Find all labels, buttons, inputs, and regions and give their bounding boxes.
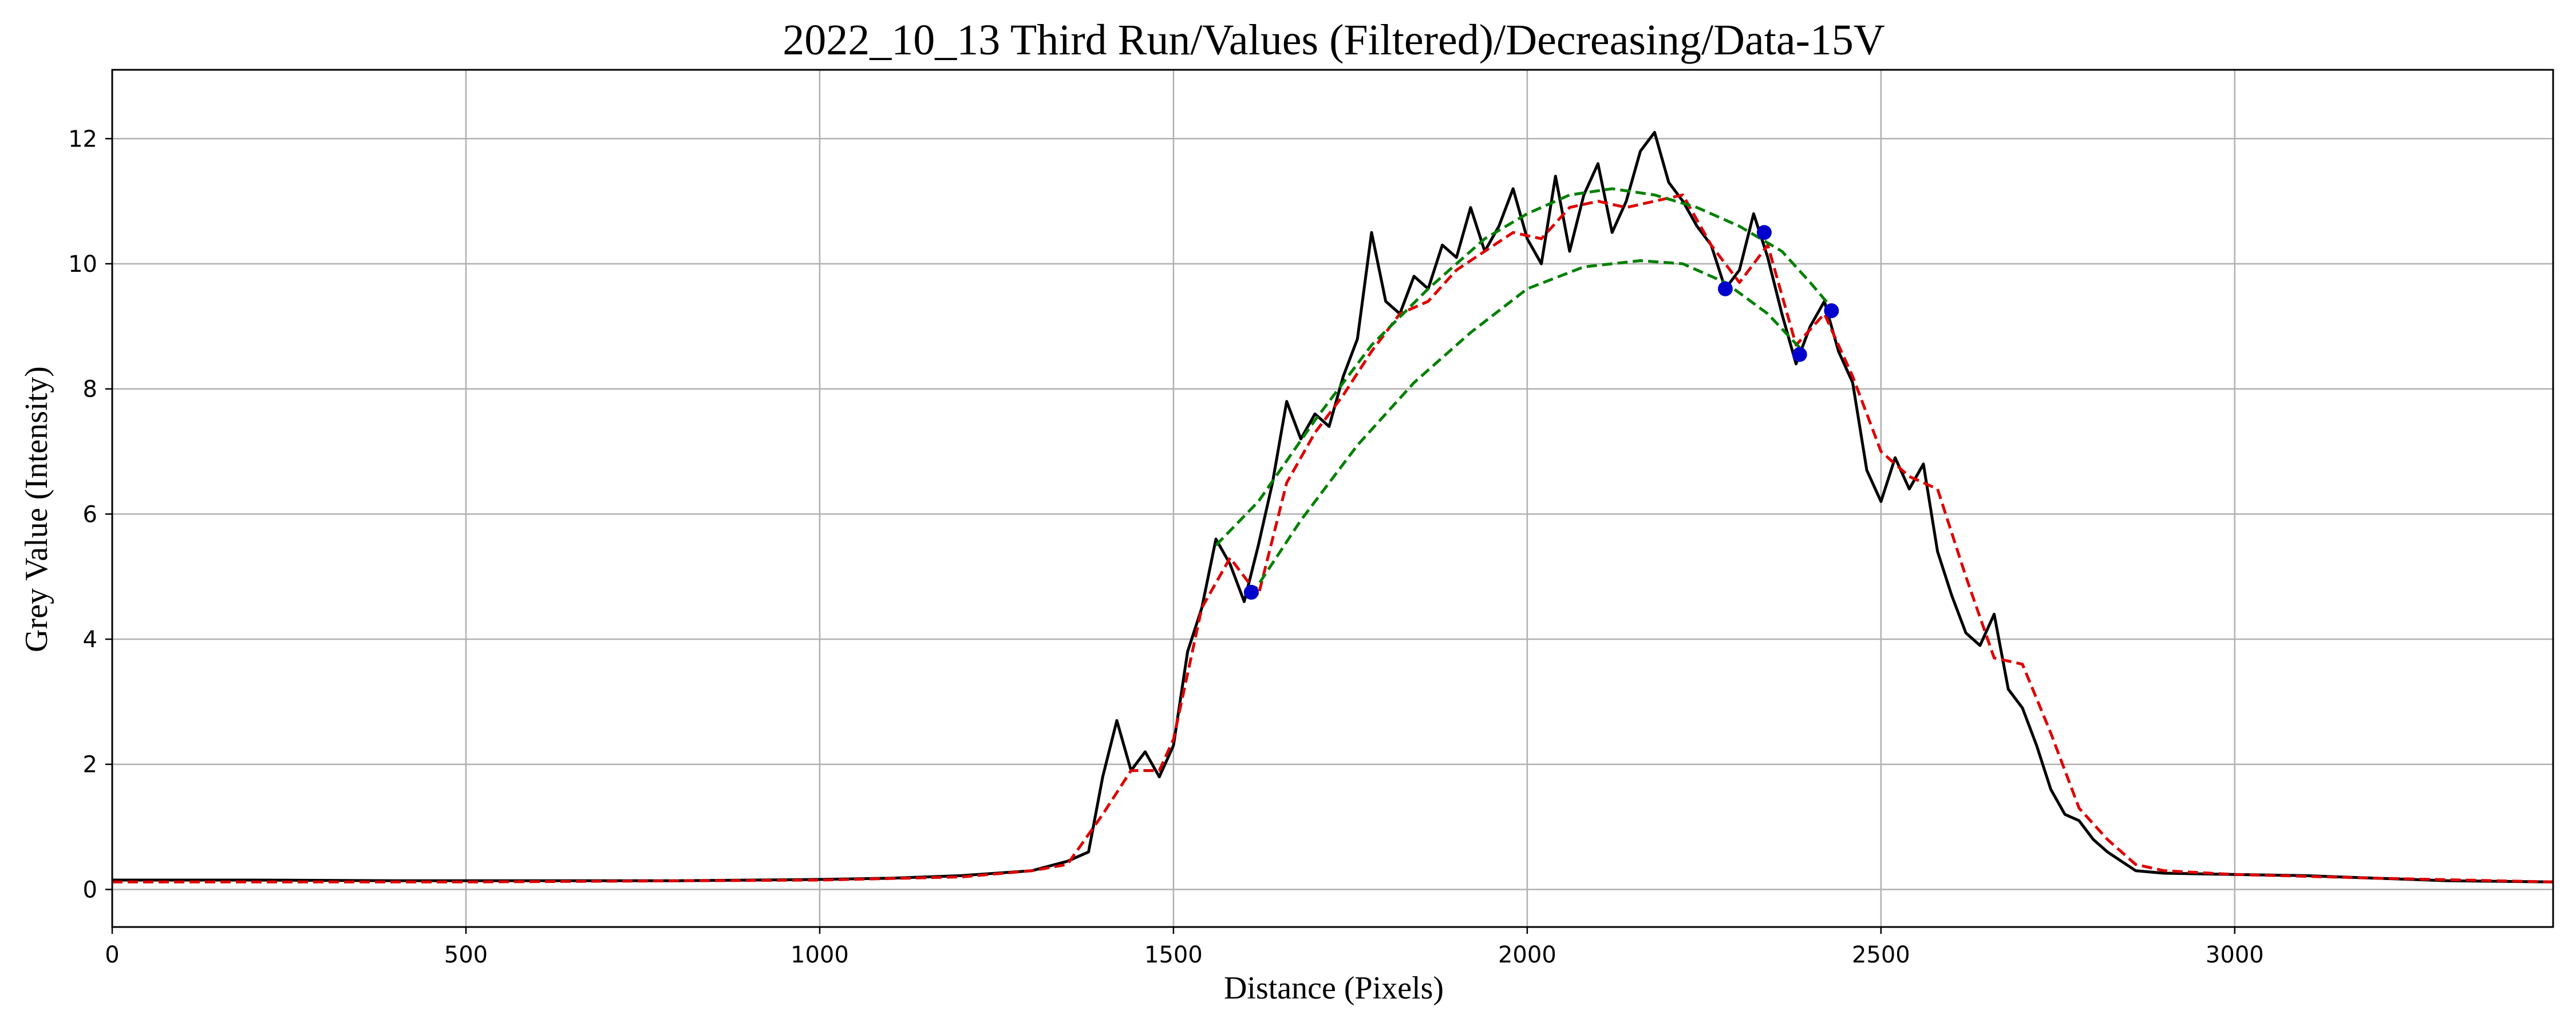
series-line-3 <box>1215 187 1833 546</box>
data-marker <box>1243 585 1259 600</box>
series-lines <box>112 130 2554 884</box>
data-marker <box>1717 281 1733 296</box>
data-markers <box>1243 225 1839 600</box>
y-tick-label: 12 <box>68 126 97 152</box>
chart-title: 2022_10_13 Third Run/Values (Filtered)/D… <box>783 16 1885 64</box>
y-tick-label: 2 <box>83 752 97 778</box>
x-tick-label: 2500 <box>1852 942 1910 968</box>
x-tick-label: 500 <box>444 942 488 968</box>
x-tick-label: 0 <box>105 942 119 968</box>
y-axis-label: Grey Value (Intensity) <box>19 366 54 652</box>
series-line-2 <box>112 193 2554 884</box>
axis-ticks: 0 500 1000 1500 2000 2500 3000 0 2 4 6 8 10 12 <box>68 126 2264 968</box>
data-marker <box>1792 347 1807 362</box>
data-marker <box>1756 225 1772 240</box>
y-tick-label: 0 <box>83 877 97 903</box>
y-tick-label: 4 <box>83 627 97 653</box>
y-tick-label: 10 <box>68 251 97 278</box>
x-tick-label: 3000 <box>2206 942 2264 968</box>
x-axis-label: Distance (Pixels) <box>1224 970 1444 1006</box>
data-marker <box>1824 303 1839 318</box>
x-tick-label: 2000 <box>1498 942 1556 968</box>
y-tick-label: 6 <box>83 501 97 528</box>
x-tick-label: 1500 <box>1144 942 1203 968</box>
grid-lines <box>111 70 2553 927</box>
series-line-1 <box>112 130 2554 884</box>
x-tick-label: 1000 <box>791 942 849 968</box>
y-tick-label: 8 <box>83 377 97 403</box>
plot-frame <box>111 69 2554 928</box>
